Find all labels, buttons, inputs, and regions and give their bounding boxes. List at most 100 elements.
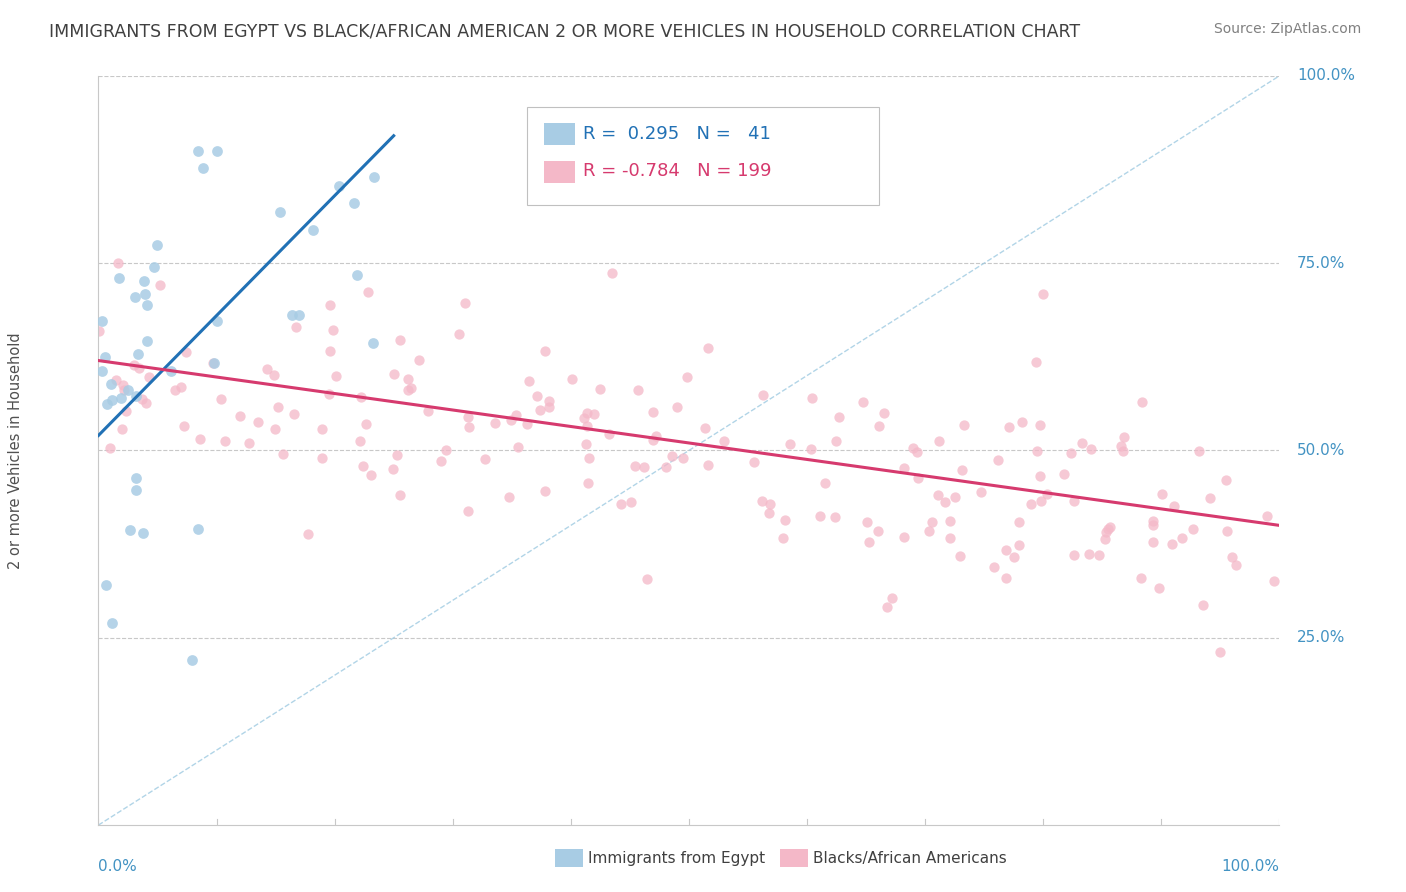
Point bbox=[318, 343, 340, 358]
Point bbox=[474, 451, 496, 466]
Point bbox=[271, 447, 294, 461]
Point bbox=[128, 361, 150, 376]
Point bbox=[430, 454, 453, 468]
Point bbox=[125, 471, 148, 485]
Point bbox=[1220, 549, 1243, 564]
Point bbox=[998, 419, 1021, 434]
Text: 100.0%: 100.0% bbox=[1298, 69, 1355, 83]
Point bbox=[934, 495, 956, 509]
Point bbox=[361, 335, 384, 350]
Point bbox=[742, 455, 765, 469]
Point bbox=[1181, 522, 1204, 536]
Point bbox=[517, 375, 540, 389]
Point bbox=[578, 450, 600, 465]
Point bbox=[953, 417, 976, 432]
Point bbox=[350, 390, 373, 404]
Point bbox=[1192, 598, 1215, 612]
Point bbox=[693, 421, 716, 435]
Point bbox=[87, 324, 110, 338]
Point bbox=[256, 362, 278, 376]
Text: 100.0%: 100.0% bbox=[1222, 859, 1279, 874]
Point bbox=[1025, 355, 1047, 369]
Point bbox=[434, 443, 457, 458]
Point bbox=[582, 407, 605, 421]
Point bbox=[866, 524, 889, 538]
Point bbox=[108, 270, 131, 285]
Point bbox=[505, 408, 527, 422]
Point bbox=[457, 410, 479, 425]
Point bbox=[132, 525, 155, 540]
Point bbox=[1019, 497, 1042, 511]
Point bbox=[187, 144, 209, 158]
Point bbox=[1094, 532, 1116, 546]
Point bbox=[115, 404, 138, 418]
Point bbox=[1188, 443, 1211, 458]
Point bbox=[399, 381, 422, 395]
Point bbox=[1095, 524, 1118, 539]
Point bbox=[388, 333, 411, 347]
Point bbox=[94, 351, 117, 365]
Point bbox=[1080, 442, 1102, 456]
Point bbox=[852, 394, 875, 409]
Point bbox=[311, 450, 333, 465]
Point bbox=[893, 461, 915, 475]
Point bbox=[202, 356, 225, 370]
Point bbox=[325, 369, 347, 384]
Point bbox=[575, 437, 598, 451]
Point bbox=[918, 524, 941, 538]
Point bbox=[655, 460, 678, 475]
Point bbox=[921, 515, 943, 529]
Text: Immigrants from Egypt: Immigrants from Egypt bbox=[588, 851, 765, 865]
Point bbox=[589, 382, 612, 396]
Point bbox=[287, 308, 309, 322]
Point bbox=[1256, 508, 1278, 523]
Point bbox=[163, 384, 186, 398]
Point bbox=[970, 484, 993, 499]
Point bbox=[389, 488, 412, 502]
Point bbox=[134, 287, 156, 301]
Point bbox=[772, 531, 794, 545]
Point bbox=[112, 383, 135, 397]
Point bbox=[267, 400, 290, 414]
Point bbox=[751, 494, 773, 508]
Point bbox=[91, 314, 114, 328]
Point bbox=[641, 405, 664, 419]
Point bbox=[100, 377, 122, 392]
Point bbox=[943, 490, 966, 504]
Point bbox=[381, 461, 404, 475]
Point bbox=[169, 380, 191, 394]
Point bbox=[627, 383, 650, 397]
Point bbox=[576, 475, 599, 490]
Point bbox=[124, 290, 146, 304]
Point bbox=[263, 368, 285, 383]
Point bbox=[238, 436, 260, 450]
Point bbox=[1053, 467, 1076, 481]
Point bbox=[928, 434, 950, 448]
Point bbox=[620, 495, 643, 509]
Point bbox=[950, 463, 973, 477]
Point bbox=[1142, 518, 1164, 533]
Point bbox=[1008, 515, 1031, 529]
Point bbox=[280, 308, 302, 322]
Point bbox=[1142, 514, 1164, 528]
Point bbox=[1036, 486, 1059, 500]
Point bbox=[346, 268, 368, 282]
Point bbox=[1216, 524, 1239, 538]
Point bbox=[672, 450, 695, 465]
Point bbox=[876, 599, 898, 614]
Point bbox=[105, 373, 128, 387]
Point bbox=[363, 170, 385, 185]
Point bbox=[318, 387, 340, 401]
Text: 50.0%: 50.0% bbox=[1298, 443, 1346, 458]
Point bbox=[1171, 532, 1194, 546]
Point bbox=[779, 437, 801, 451]
Point bbox=[131, 392, 153, 406]
Point bbox=[808, 508, 831, 523]
Point bbox=[205, 314, 228, 328]
Point bbox=[111, 378, 134, 392]
Point bbox=[357, 285, 380, 299]
Point bbox=[641, 433, 664, 447]
Point bbox=[457, 504, 479, 518]
Point bbox=[283, 407, 305, 421]
Point bbox=[575, 406, 598, 420]
